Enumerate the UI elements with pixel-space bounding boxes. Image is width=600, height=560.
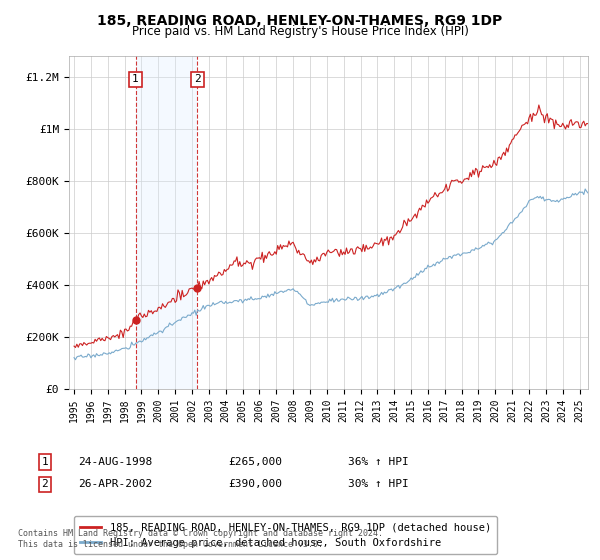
Text: £390,000: £390,000 (228, 479, 282, 489)
Text: 24-AUG-1998: 24-AUG-1998 (78, 457, 152, 467)
Text: Price paid vs. HM Land Registry's House Price Index (HPI): Price paid vs. HM Land Registry's House … (131, 25, 469, 38)
Text: Contains HM Land Registry data © Crown copyright and database right 2024.: Contains HM Land Registry data © Crown c… (18, 529, 383, 538)
Text: 2: 2 (194, 74, 201, 85)
Text: 2: 2 (41, 479, 49, 489)
Text: This data is licensed under the Open Government Licence v3.0.: This data is licensed under the Open Gov… (18, 540, 323, 549)
Text: 26-APR-2002: 26-APR-2002 (78, 479, 152, 489)
Bar (136, 56, 197, 389)
Text: £265,000: £265,000 (228, 457, 282, 467)
Text: 1: 1 (132, 74, 139, 85)
Text: 1: 1 (41, 457, 49, 467)
Text: 36% ↑ HPI: 36% ↑ HPI (348, 457, 409, 467)
Text: 30% ↑ HPI: 30% ↑ HPI (348, 479, 409, 489)
Legend: 185, READING ROAD, HENLEY-ON-THAMES, RG9 1DP (detached house), HPI: Average pric: 185, READING ROAD, HENLEY-ON-THAMES, RG9… (74, 516, 497, 554)
Text: 185, READING ROAD, HENLEY-ON-THAMES, RG9 1DP: 185, READING ROAD, HENLEY-ON-THAMES, RG9… (97, 14, 503, 28)
